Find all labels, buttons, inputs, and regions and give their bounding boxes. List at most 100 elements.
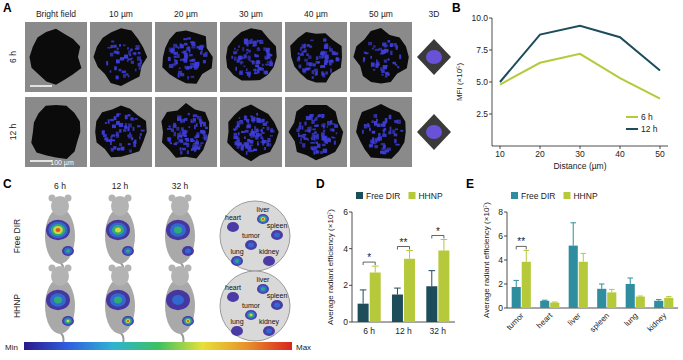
spheroid — [95, 105, 147, 157]
fluorescence — [266, 121, 269, 123]
fluorescence — [300, 137, 302, 141]
mouse-ear — [185, 195, 192, 202]
y-tick — [489, 18, 492, 19]
bar — [579, 262, 588, 308]
fluorescence — [247, 42, 249, 46]
signal — [231, 326, 243, 336]
fluorescence — [240, 61, 242, 64]
fluorescence — [302, 126, 304, 130]
bar — [654, 301, 663, 308]
fluorescence — [187, 66, 189, 69]
fluorescence — [372, 131, 375, 134]
fluorescence — [317, 144, 321, 148]
fluorescence — [322, 114, 324, 118]
signal — [66, 249, 70, 252]
spheroid — [226, 28, 277, 80]
signal — [124, 318, 131, 324]
signal — [115, 228, 121, 233]
fluorescence — [196, 46, 200, 48]
fluorescence — [306, 62, 309, 66]
fluorescence — [384, 128, 387, 131]
fluorescence — [116, 134, 119, 138]
spheroid — [227, 105, 279, 162]
y-tick — [504, 284, 507, 285]
fluorescence — [262, 64, 264, 66]
fluorescence — [321, 114, 323, 118]
fluorescence — [316, 150, 318, 154]
fluorescence — [371, 62, 375, 66]
fluorescence — [168, 138, 171, 142]
fluorescence — [365, 53, 369, 55]
mouse-ear — [125, 195, 132, 202]
fluorescence — [186, 140, 189, 142]
fluorescence — [203, 132, 206, 134]
mouse-ear — [109, 265, 116, 272]
y-tick — [349, 212, 352, 213]
fluorescence — [325, 71, 327, 74]
fluorescence — [372, 139, 374, 143]
y-tick-label: 10.0 — [471, 13, 488, 23]
signal — [46, 220, 70, 240]
mouse-ear — [49, 265, 56, 272]
fluorescence — [203, 53, 207, 57]
fluorescence — [180, 73, 184, 76]
fluorescence — [312, 70, 314, 74]
fluorescence — [265, 64, 269, 66]
fluorescence — [320, 151, 323, 154]
fluorescence — [370, 56, 372, 59]
fluorescence — [187, 37, 191, 39]
plot-area — [512, 223, 674, 308]
error-bar — [599, 284, 604, 289]
fluorescence — [193, 118, 196, 121]
fluorescence — [189, 126, 191, 128]
signal — [227, 292, 239, 302]
spheroid — [289, 105, 344, 160]
spheroid — [290, 32, 342, 83]
fluorescence — [392, 130, 395, 134]
fluorescence — [262, 119, 265, 123]
figure: ABright field10 µm20 µm30 µm40 µm50 µm3D… — [0, 0, 683, 360]
fluorescence — [302, 44, 306, 48]
x-tick-label: 30 — [575, 149, 585, 159]
fluorescence — [394, 43, 396, 46]
fluorescence — [309, 68, 311, 70]
fluorescence — [129, 150, 132, 153]
error-bar — [628, 278, 633, 284]
fluorescence — [251, 150, 253, 152]
fluorescence — [302, 68, 306, 72]
signal — [172, 295, 184, 305]
fluorescence — [368, 124, 370, 127]
fluorescence — [246, 52, 248, 55]
signal — [67, 320, 70, 323]
fluorescence — [174, 59, 176, 62]
fluorescence — [250, 140, 254, 144]
spheroid — [161, 103, 209, 159]
fluorescence — [180, 121, 182, 124]
fluorescence — [174, 132, 177, 136]
legend-label: Free DIR — [366, 191, 400, 201]
fluorescence — [244, 137, 246, 139]
chart-b: B2.55.07.510.0MFI (×10⁵)1020304050Distan… — [452, 1, 668, 171]
fluorescence — [264, 71, 268, 75]
fluorescence — [395, 64, 397, 66]
fluorescence — [390, 51, 392, 55]
image-tile — [90, 97, 152, 167]
fluorescence — [117, 48, 119, 50]
fluorescence — [325, 43, 328, 45]
fluorescence — [127, 47, 129, 49]
scale-bar-label: 100 µm — [50, 159, 74, 167]
fluorescence — [233, 51, 237, 54]
signal — [261, 217, 266, 221]
panel-letter: E — [466, 177, 474, 191]
fluorescence — [319, 56, 323, 59]
fluorescence — [238, 57, 242, 60]
bar — [438, 251, 449, 323]
x-tick-label: spleen — [588, 311, 611, 334]
colorbar-label: Min — [5, 343, 18, 352]
fluorescence — [378, 136, 382, 140]
fluorescence — [253, 149, 257, 151]
fluorescence — [336, 58, 340, 62]
fluorescence — [309, 114, 313, 118]
signal — [109, 222, 127, 237]
signal — [122, 316, 134, 326]
